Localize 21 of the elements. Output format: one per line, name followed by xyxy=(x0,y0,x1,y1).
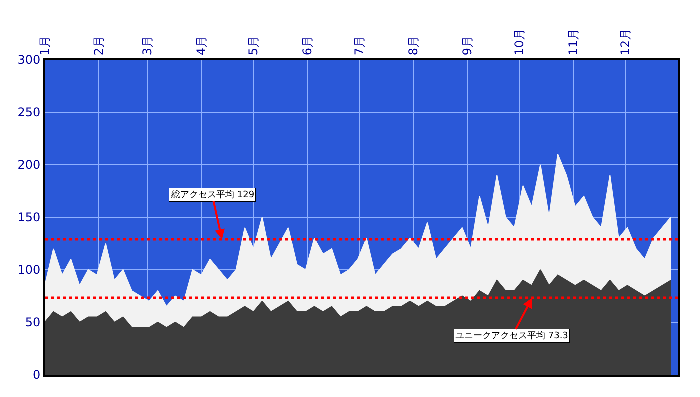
x-tick-label: 8月 xyxy=(406,36,421,56)
x-tick-label: 10月 xyxy=(512,28,527,56)
x-tick-label: 7月 xyxy=(352,36,367,56)
y-tick-label: 200 xyxy=(18,158,41,172)
y-tick-label: 250 xyxy=(18,106,41,120)
x-tick-label: 1月 xyxy=(38,36,52,56)
y-tick-label: 300 xyxy=(18,53,41,68)
x-tick-label: 12月 xyxy=(618,28,633,56)
x-tick-label: 11月 xyxy=(566,28,581,56)
y-tick-label: 50 xyxy=(25,316,41,330)
y-tick-label: 150 xyxy=(18,210,41,225)
x-tick-label: 6月 xyxy=(300,36,314,56)
x-tick-label: 9月 xyxy=(460,36,474,56)
ref-line-label: ユニークアクセス平均 73.3 xyxy=(456,330,568,342)
y-tick-label: 0 xyxy=(32,368,41,382)
ref-line-label: 総アクセス平均 129 xyxy=(170,190,255,200)
x-tick-label: 4月 xyxy=(194,36,208,56)
y-tick-label: 100 xyxy=(18,263,41,278)
x-tick-label: 3月 xyxy=(140,36,154,56)
x-tick-label: 5月 xyxy=(246,36,261,56)
x-tick-label: 2月 xyxy=(92,36,106,56)
